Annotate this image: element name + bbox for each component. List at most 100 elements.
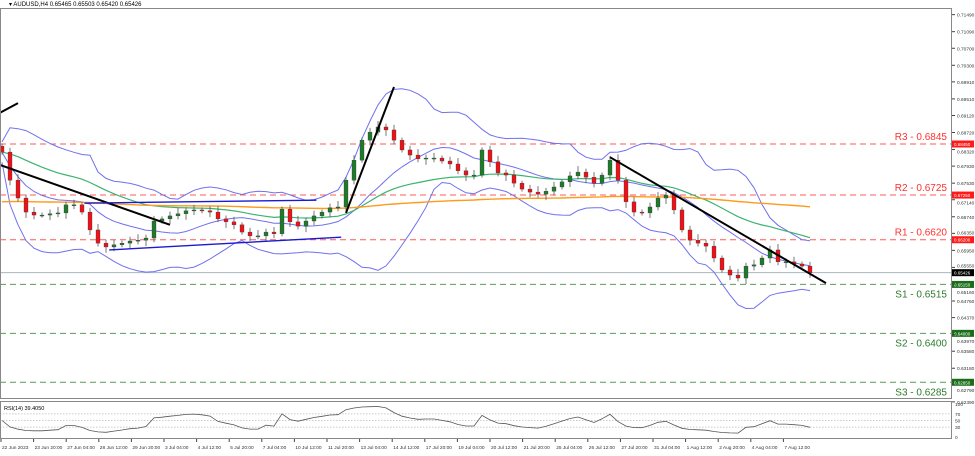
x-tick-label: 1 Aug 12:00	[687, 445, 713, 451]
bull-candle	[119, 242, 125, 245]
bull-candle	[367, 131, 373, 141]
y-tick-label: 0.71090	[957, 30, 975, 36]
x-tick-label: 7 Aug 12:00	[784, 445, 810, 451]
bull-candle	[751, 264, 757, 267]
rsi-line	[1, 406, 811, 434]
bear-candle	[399, 140, 405, 151]
bear-candle	[439, 157, 445, 162]
price-tag-text: 0.65150	[954, 282, 971, 287]
bear-candle	[671, 194, 677, 211]
rsi-tick-label: 30	[955, 425, 961, 431]
y-tick-label: 0.66350	[957, 231, 975, 237]
support-level-label: S3 - 0.6285	[895, 387, 947, 398]
bear-candle	[7, 151, 13, 181]
bull-candle	[359, 140, 365, 161]
bear-candle	[383, 126, 389, 131]
bear-candle	[639, 211, 645, 214]
bear-candle	[727, 269, 733, 276]
bear-candle	[487, 149, 493, 163]
bollinger-middle	[1, 146, 811, 267]
x-tick-label: 27 Jul 20:00	[621, 445, 647, 451]
bear-candle	[79, 204, 85, 213]
bull-candle	[663, 194, 669, 199]
rsi-pane-frame	[0, 401, 952, 439]
x-tick-label: 7 Jul 04:00	[263, 445, 287, 451]
x-tick-label: 20 Jul 12:00	[491, 445, 517, 451]
trendline-line	[0, 163, 171, 226]
indicators	[1, 88, 811, 310]
support-level-label: S2 - 0.6400	[895, 338, 947, 349]
bear-candle	[391, 129, 397, 141]
y-tick-label: 0.63180	[957, 366, 975, 372]
trendline-line	[345, 86, 395, 214]
bull-candle	[111, 244, 117, 248]
bull-candle	[607, 160, 613, 176]
bull-candle	[431, 157, 437, 160]
y-tick-label: 0.69120	[957, 113, 975, 119]
ohlc-readout: 0.65465 0.65503 0.65420 0.65426	[49, 2, 142, 8]
bear-candle	[87, 211, 93, 231]
resistance-level-label: R3 - 0.6845	[895, 132, 948, 143]
x-tick-label: 23 Jun 20:00	[35, 445, 63, 451]
bear-candle	[247, 231, 253, 237]
price-tag	[952, 280, 974, 288]
bull-candle	[559, 181, 565, 188]
bear-candle	[527, 188, 533, 193]
bear-candle	[503, 172, 509, 176]
bear-candle	[31, 211, 37, 216]
trendline-line	[609, 156, 827, 285]
current-price-tag	[952, 269, 974, 277]
x-tick-label: 21 Jul 20:00	[524, 445, 550, 451]
trendline-line	[0, 102, 19, 114]
bull-candle	[575, 171, 581, 177]
y-tick-label: 0.64370	[957, 316, 975, 322]
bull-candle	[543, 191, 549, 195]
bull-candle	[47, 213, 53, 216]
price-tag-text: 0.62850	[954, 380, 971, 385]
bear-candle	[271, 231, 277, 234]
bear-candle	[215, 211, 221, 220]
bull-candle	[655, 197, 661, 208]
bear-candle	[239, 224, 245, 233]
bear-candle	[511, 174, 517, 184]
bull-candle	[39, 214, 45, 217]
bull-candle	[551, 186, 557, 192]
price-tag-text: 0.66200	[954, 238, 971, 243]
bull-candle	[71, 204, 77, 206]
bear-candle	[679, 209, 685, 231]
dropdown-arrow-icon[interactable]: ▾	[9, 2, 13, 8]
bull-candle	[759, 257, 765, 265]
bull-candle	[127, 240, 133, 244]
y-tick-label: 0.64760	[957, 299, 975, 305]
bull-candle	[311, 215, 317, 222]
bear-candle	[223, 218, 229, 223]
price-axis: 0.68450 0.67250 0.66200 0.65150 0.64000 0.628…	[952, 13, 975, 406]
y-tick-label: 0.67930	[957, 164, 975, 170]
y-tick-label: 0.70700	[957, 46, 975, 52]
bear-candle	[447, 160, 453, 165]
x-tick-label: 14 Jul 12:00	[393, 445, 419, 451]
resistance-level-label: R1 - 0.6620	[895, 228, 948, 239]
bear-candle	[95, 229, 101, 244]
bull-candle	[743, 265, 749, 279]
y-tick-label: 0.68720	[957, 131, 975, 137]
x-tick-label: 25 Jul 04:00	[556, 445, 582, 451]
bear-candle	[199, 209, 205, 212]
bear-candle	[695, 240, 701, 244]
bull-candle	[135, 240, 141, 242]
sr-levels: R3 - 0.6845 R2 - 0.6725 R1 - 0.6620 S1 - 0.…	[0, 132, 952, 398]
bear-candle	[799, 263, 805, 267]
price-tag	[952, 236, 974, 244]
bear-candle	[231, 221, 237, 225]
x-tick-label: 28 Jun 12:00	[100, 445, 128, 451]
time-axis: 22 Jun 2023 23 Jun 20:00 27 Jun 04:00 28 Ju…	[0, 439, 810, 451]
bull-candle	[167, 215, 173, 220]
bull-candle	[783, 261, 789, 264]
bear-candle	[583, 171, 589, 178]
price-tag	[952, 378, 974, 386]
bear-candle	[23, 197, 29, 213]
bull-candle	[567, 175, 573, 183]
bull-candle	[255, 235, 261, 238]
